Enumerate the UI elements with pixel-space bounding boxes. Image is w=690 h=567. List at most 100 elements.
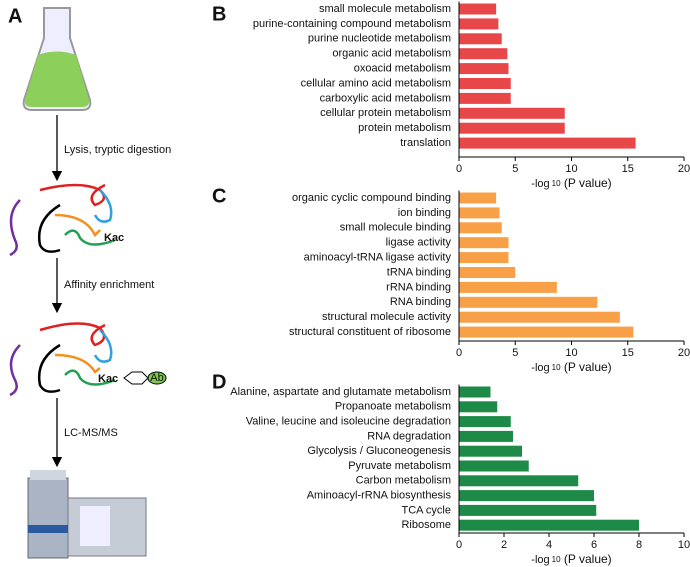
- x-tick-label: 0: [456, 163, 462, 175]
- x-axis-label-part: -log: [531, 178, 549, 190]
- bar: [459, 490, 594, 502]
- bar: [459, 504, 597, 516]
- antibody-label: Ab: [150, 372, 163, 384]
- bar: [459, 78, 511, 89]
- bar: [459, 311, 620, 323]
- bar: [459, 416, 511, 428]
- panel-label: A: [8, 5, 22, 27]
- x-tick-label: 0: [456, 347, 462, 359]
- bar: [459, 33, 502, 45]
- x-axis-label-part: (P value): [561, 176, 612, 190]
- x-axis-label-sub: 10: [552, 179, 561, 188]
- modification-label: Kac: [104, 232, 124, 244]
- category-label: tRNA binding: [387, 266, 451, 278]
- bar: [459, 252, 509, 264]
- antibody: [147, 371, 167, 385]
- bar: [459, 122, 565, 134]
- instrument: [27, 470, 147, 559]
- category-label: TCA cycle: [401, 504, 451, 516]
- category-label: Glycolysis / Gluconeogenesis: [307, 445, 451, 457]
- x-axis-label: -log 10 (P value): [531, 176, 611, 190]
- bar: [459, 207, 500, 219]
- category-label: rRNA binding: [386, 281, 451, 293]
- category-label: carboxylic acid metabolism: [320, 92, 451, 104]
- peptides: [9, 322, 149, 397]
- bar: [459, 237, 509, 249]
- x-axis-label: -log 10 (P value): [531, 360, 611, 374]
- x-tick-label: 8: [636, 539, 642, 551]
- bar: [459, 92, 511, 104]
- bar: [459, 386, 491, 398]
- bar: [459, 401, 498, 413]
- bar: [459, 18, 499, 30]
- x-tick-label: 15: [622, 347, 634, 359]
- x-tick-label: 10: [565, 163, 577, 175]
- category-label: protein metabolism: [358, 122, 451, 134]
- category-label: oxoacid metabolism: [354, 63, 451, 75]
- x-tick-label: 5: [512, 347, 518, 359]
- bar: [459, 326, 634, 338]
- x-axis-label-part: -log: [531, 362, 549, 374]
- panel-label: D: [212, 371, 226, 393]
- bar: [459, 137, 636, 149]
- category-label: Ribosome: [401, 519, 451, 531]
- category-label: RNA degradation: [367, 430, 451, 442]
- category-label: purine-containing compound metabolism: [253, 18, 451, 30]
- category-label: cellular amino acid metabolism: [301, 77, 451, 89]
- bar: [459, 48, 508, 60]
- step-label: Lysis, tryptic digestion: [64, 144, 171, 156]
- peptides: [9, 183, 116, 257]
- step-label: LC-MS/MS: [64, 427, 118, 439]
- x-tick-label: 20: [678, 347, 690, 359]
- category-label: aminoacyl-tRNA ligase activity: [304, 252, 452, 264]
- category-label: Carbon metabolism: [356, 475, 451, 487]
- bar: [459, 267, 516, 278]
- category-label: ion binding: [398, 207, 451, 219]
- category-label: structural molecule activity: [322, 311, 451, 323]
- bar: [459, 475, 579, 487]
- x-tick-label: 15: [622, 163, 634, 175]
- category-label: Propanoate metabolism: [335, 401, 451, 413]
- x-axis-label: -log 10 (P value): [531, 552, 611, 566]
- category-label: translation: [400, 137, 451, 149]
- bar: [459, 63, 509, 75]
- bar: [459, 519, 639, 531]
- x-axis-label-part: (P value): [561, 360, 612, 374]
- flask: [22, 7, 92, 111]
- bar: [459, 192, 497, 204]
- bar: [459, 107, 565, 119]
- x-tick-label: 20: [678, 163, 690, 175]
- category-label: Alanine, aspartate and glutamate metabol…: [230, 386, 451, 398]
- category-label: small molecule binding: [340, 222, 451, 234]
- panel-label: C: [212, 185, 226, 207]
- category-label: Valine, leucine and isoleucine degradati…: [246, 416, 451, 428]
- x-tick-label: 0: [456, 539, 462, 551]
- category-label: ligase activity: [386, 237, 452, 249]
- x-axis-label-part: -log: [531, 554, 549, 566]
- step-label: Affinity enrichment: [64, 279, 154, 291]
- x-tick-label: 6: [591, 539, 597, 551]
- category-label: cellular protein metabolism: [320, 107, 451, 119]
- bar: [459, 281, 557, 293]
- bar: [459, 3, 497, 15]
- x-tick-label: 5: [512, 163, 518, 175]
- category-label: RNA binding: [390, 296, 451, 308]
- x-axis-label-sub: 10: [552, 555, 561, 564]
- bar: [459, 430, 513, 442]
- category-label: Pyruvate metabolism: [348, 460, 451, 472]
- x-tick-label: 4: [546, 539, 552, 551]
- category-label: structural constituent of ribosome: [289, 326, 451, 338]
- bar: [459, 222, 502, 234]
- category-label: purine nucleotide metabolism: [308, 33, 451, 45]
- x-tick-label: 2: [501, 539, 507, 551]
- modification-label: Kac: [98, 373, 118, 385]
- x-tick-label: 10: [678, 539, 690, 551]
- panel-label: B: [212, 3, 226, 25]
- bar: [459, 296, 598, 308]
- x-tick-label: 10: [565, 347, 577, 359]
- x-axis-label-part: (P value): [561, 552, 612, 566]
- x-axis-label-sub: 10: [552, 363, 561, 372]
- category-label: organic acid metabolism: [332, 48, 451, 60]
- category-label: small molecule metabolism: [319, 3, 451, 15]
